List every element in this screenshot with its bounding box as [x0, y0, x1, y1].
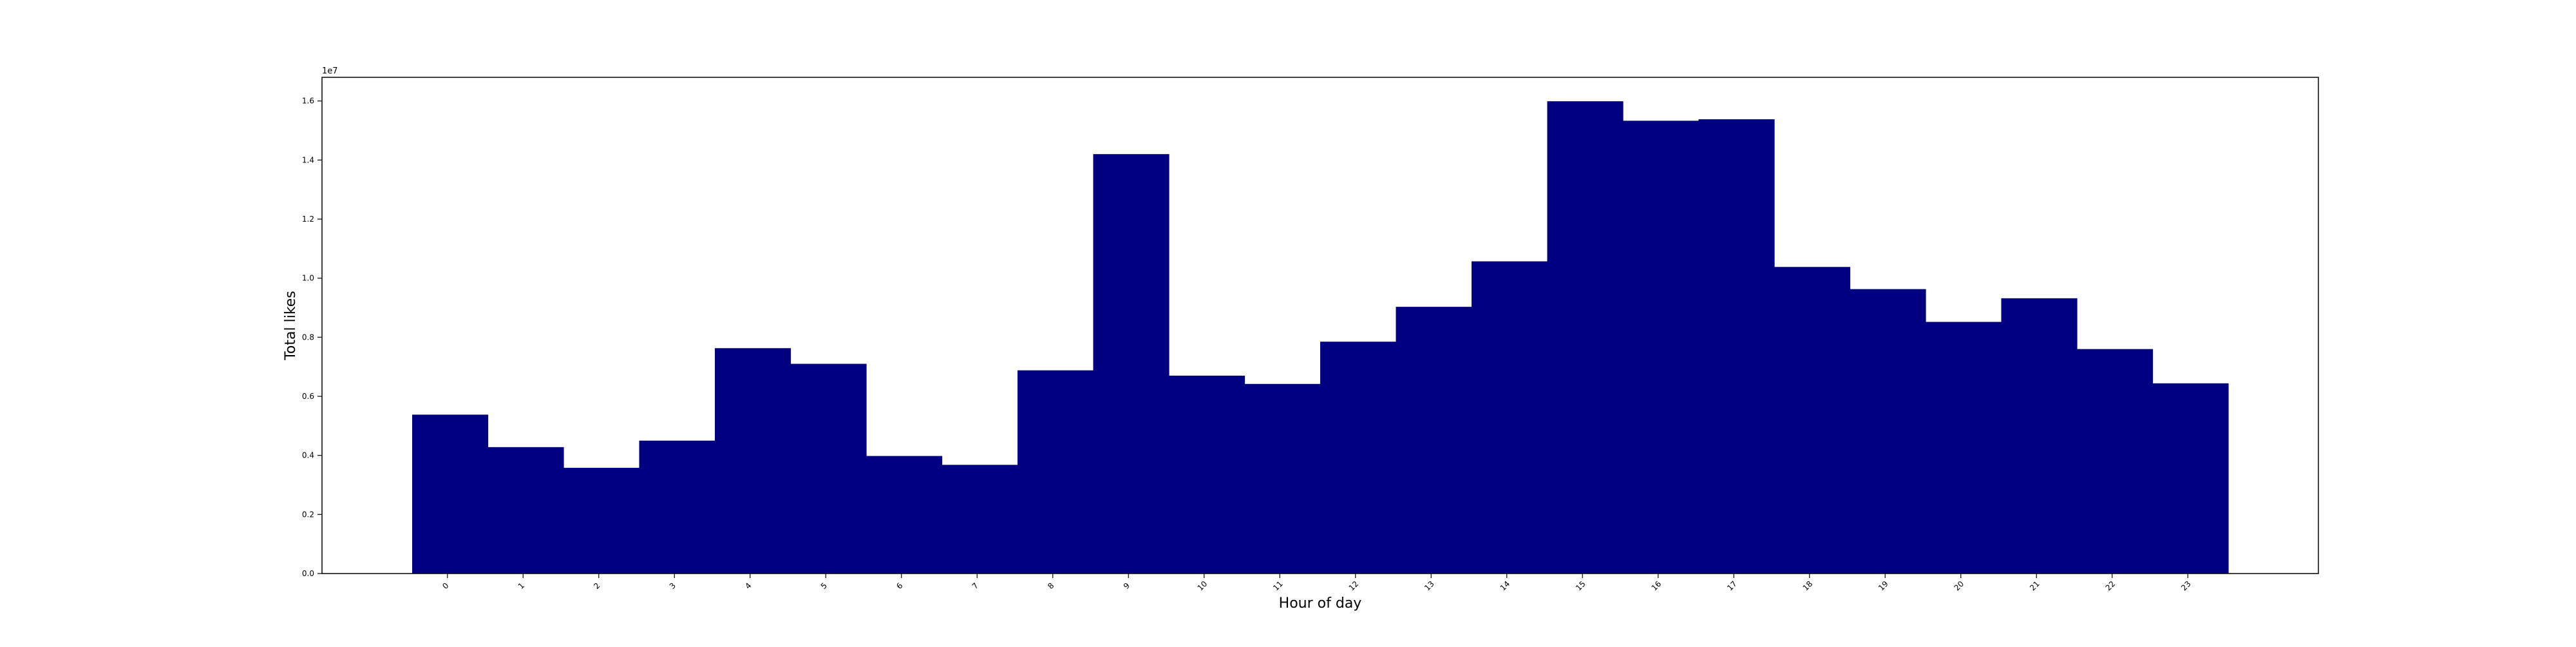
plot-frame — [321, 77, 2319, 574]
x-tick-label: 2 — [592, 581, 601, 591]
bar-hour-7 — [942, 465, 1018, 574]
bars-group — [412, 101, 2229, 574]
y-ticks: 0.0 0.2 0.4 0.6 0.8 1.0 1.2 1.4 1.6 — [302, 97, 322, 578]
bar-hour-23 — [2152, 383, 2229, 574]
x-tick-label: 19 — [1877, 579, 1890, 593]
bar-hour-1 — [488, 447, 564, 574]
x-tick-label: 0 — [440, 581, 450, 591]
bar-hour-15 — [1547, 101, 1624, 574]
x-tick-label: 1 — [516, 581, 526, 591]
bar-hour-17 — [1698, 119, 1775, 574]
bar-hour-8 — [1018, 370, 1094, 574]
x-tick-label: 15 — [1574, 579, 1587, 593]
x-tick-label: 23 — [2179, 579, 2193, 593]
x-tick-label: 7 — [971, 581, 980, 591]
x-tick-label: 22 — [2104, 579, 2117, 593]
bar-hour-4 — [715, 348, 791, 574]
x-tick-label: 20 — [1953, 579, 1966, 593]
x-tick-label: 10 — [1196, 579, 1209, 593]
y-tick-label: 0.4 — [302, 451, 314, 460]
x-tick-label: 12 — [1347, 579, 1361, 593]
bar-hour-11 — [1244, 383, 1321, 574]
y-tick-label: 1.6 — [302, 97, 314, 106]
x-tick-label: 18 — [1801, 579, 1815, 593]
x-tick-label: 3 — [668, 581, 677, 591]
x-tick-label: 21 — [2028, 579, 2041, 593]
bar-hour-18 — [1774, 267, 1851, 574]
x-tick-label: 5 — [819, 581, 829, 591]
y-tick-label: 0.8 — [302, 333, 314, 342]
bar-hour-22 — [2077, 349, 2154, 574]
x-axis-label: Hour of day — [1279, 595, 1362, 612]
bar-hour-10 — [1169, 375, 1245, 574]
x-tick-label: 16 — [1650, 579, 1663, 593]
bar-hour-6 — [866, 456, 943, 574]
bar-hour-19 — [1850, 289, 1926, 574]
x-tick-label: 11 — [1271, 579, 1285, 593]
bar-hour-14 — [1472, 261, 1548, 574]
x-tick-label: 6 — [895, 581, 904, 591]
x-ticks: 0 1 2 3 4 5 6 7 8 9 10 11 12 13 14 15 16 17 18 19 20 21 22 23 — [440, 574, 2193, 593]
x-tick-label: 14 — [1499, 579, 1512, 593]
bar-hour-2 — [564, 467, 640, 574]
x-tick-label: 9 — [1122, 581, 1132, 591]
bar-hour-21 — [2001, 298, 2078, 574]
y-tick-label: 1.2 — [302, 215, 314, 224]
y-tick-label: 1.0 — [302, 274, 314, 283]
x-tick-label: 17 — [1725, 579, 1739, 593]
bar-hour-13 — [1396, 307, 1472, 574]
y-tick-label: 0.6 — [302, 392, 314, 401]
bar-hour-20 — [1926, 322, 2002, 574]
y-tick-label: 0.0 — [302, 569, 314, 578]
bar-hour-12 — [1320, 342, 1397, 574]
y-axis-label: Total likes — [283, 291, 299, 361]
x-tick-label: 8 — [1046, 581, 1056, 591]
bar-hour-3 — [639, 440, 715, 574]
bar-hour-9 — [1093, 154, 1170, 574]
y-offset-label: 1e7 — [322, 66, 338, 76]
x-tick-label: 13 — [1423, 579, 1436, 593]
bar-hour-16 — [1623, 121, 1700, 574]
y-tick-label: 0.2 — [302, 510, 314, 519]
bar-hour-0 — [412, 414, 489, 574]
bar-hour-5 — [790, 363, 867, 574]
y-tick-label: 1.4 — [302, 155, 314, 164]
x-tick-label: 4 — [743, 581, 753, 591]
